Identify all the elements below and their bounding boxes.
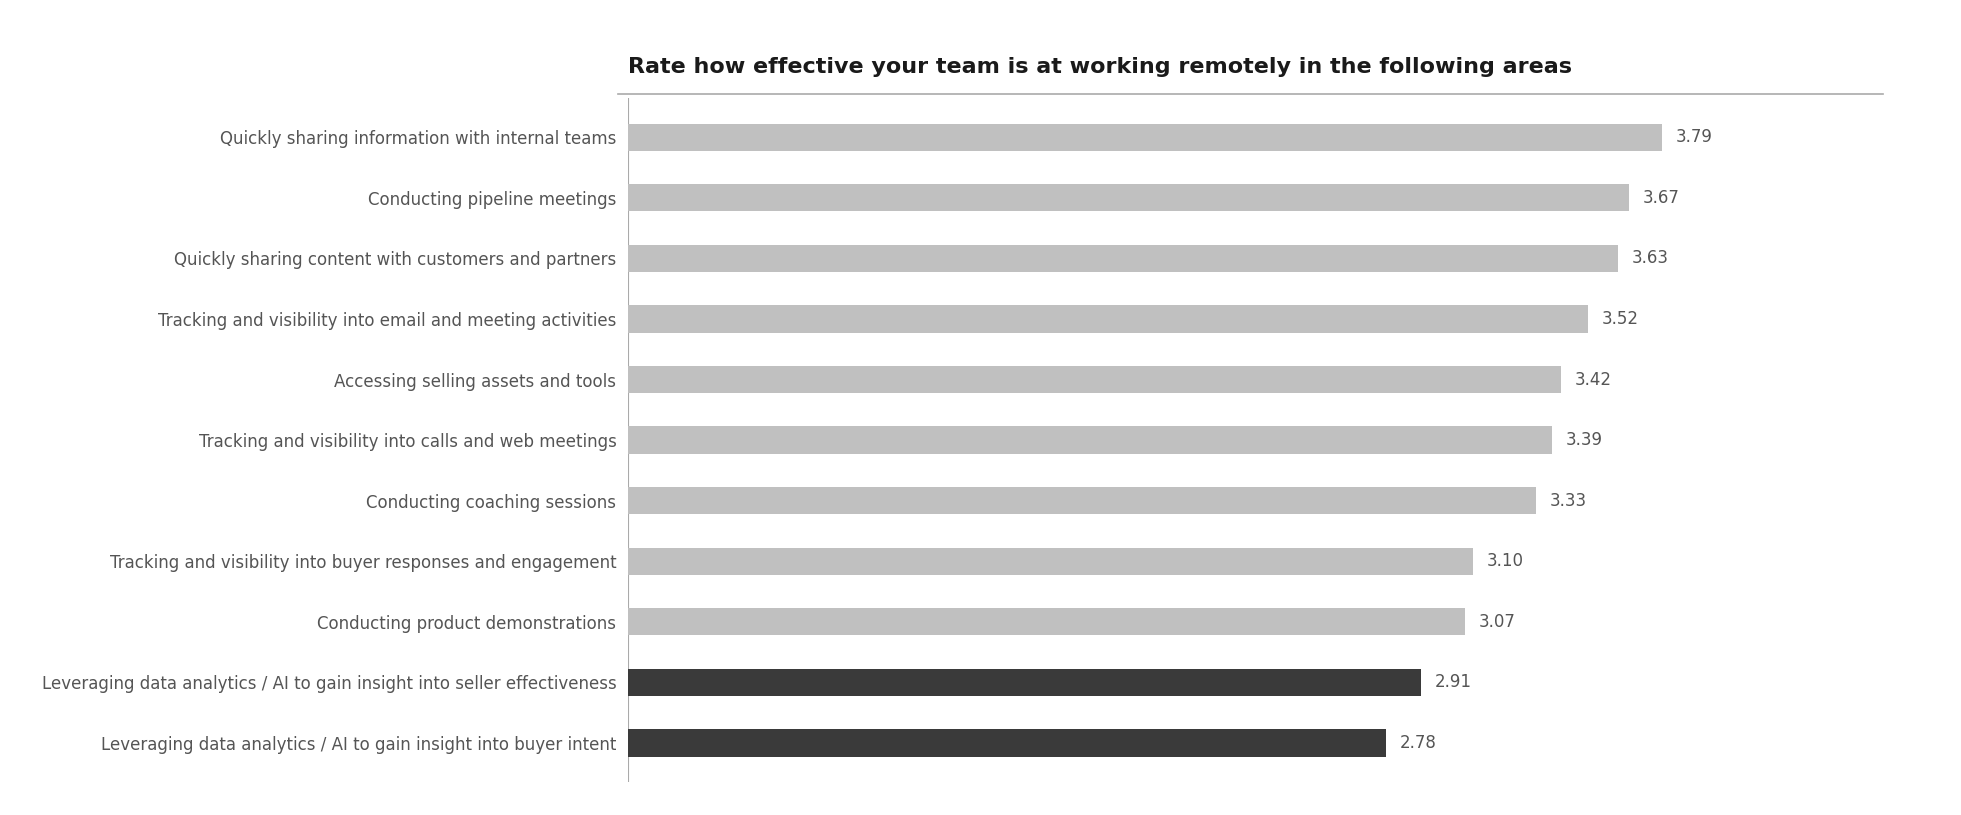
Bar [628, 124, 1661, 151]
Bar [628, 487, 1535, 514]
Bar [628, 244, 1618, 272]
Bar [628, 184, 1630, 211]
Bar [628, 608, 1465, 636]
Bar [628, 306, 1588, 333]
Bar [628, 548, 1473, 575]
Text: 3.42: 3.42 [1575, 371, 1612, 389]
Text: 3.39: 3.39 [1567, 431, 1602, 449]
Text: Rate how effective your team is at working remotely in the following areas: Rate how effective your team is at worki… [628, 57, 1571, 77]
Text: 3.33: 3.33 [1549, 491, 1586, 509]
Bar [628, 669, 1422, 696]
Bar [628, 426, 1553, 454]
Bar [628, 366, 1561, 393]
Text: 3.07: 3.07 [1479, 613, 1516, 631]
Text: 3.10: 3.10 [1486, 553, 1524, 570]
Text: 3.52: 3.52 [1602, 310, 1639, 328]
Text: 2.91: 2.91 [1435, 673, 1473, 691]
Text: 3.79: 3.79 [1675, 128, 1712, 146]
Text: 3.67: 3.67 [1643, 189, 1679, 207]
Text: 3.63: 3.63 [1632, 249, 1669, 267]
Bar [628, 729, 1386, 756]
Text: 2.78: 2.78 [1400, 734, 1437, 752]
